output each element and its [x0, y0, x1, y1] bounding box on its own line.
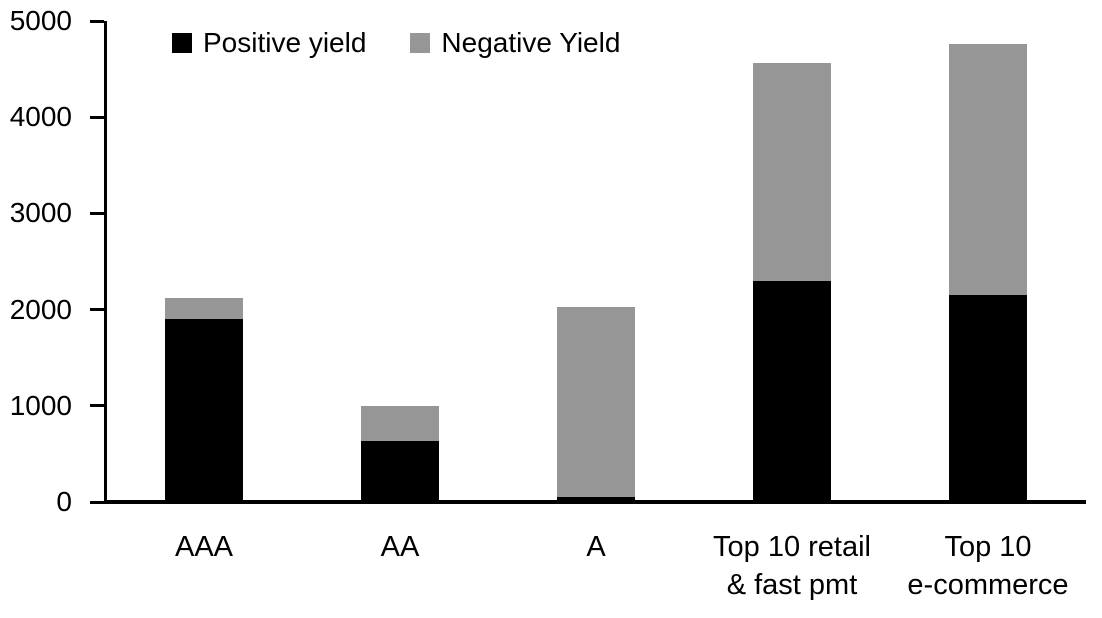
legend-swatch-positive-yield — [172, 33, 192, 53]
bar-segment-positive-1 — [165, 319, 243, 502]
x-category-label: AAA — [174, 531, 234, 563]
legend-swatch-negative-yield — [410, 33, 431, 53]
bar-segment-negative-4 — [753, 63, 831, 281]
y-axis-line — [104, 21, 107, 504]
y-tick-label: 2000 — [9, 294, 72, 325]
y-tick — [90, 501, 104, 504]
bar-segment-positive-5 — [949, 295, 1027, 502]
legend-label-positive-yield: Positive yield — [203, 27, 367, 58]
bar-segment-negative-3 — [557, 306, 635, 498]
x-category-label: Top 10 retail & fast pmt — [713, 531, 871, 601]
legend-label-negative-yield: Negative Yield — [441, 27, 621, 58]
bar-segment-positive-2 — [361, 441, 439, 502]
bar-segment-negative-1 — [165, 298, 243, 320]
y-tick — [90, 404, 104, 407]
bar-segment-positive-4 — [753, 280, 831, 502]
legend-item-negative-yield: Negative Yield — [410, 27, 621, 58]
x-category-label: AA — [380, 531, 420, 563]
x-category-label: Top 10 e-commerce — [907, 531, 1069, 601]
chart-legend: Positive yield Negative Yield — [172, 27, 621, 58]
y-tick-label: 4000 — [9, 101, 72, 132]
y-tick — [90, 20, 104, 23]
x-category-label: A — [586, 531, 606, 563]
y-tick — [90, 308, 104, 311]
y-tick-label: 1000 — [9, 390, 72, 421]
bar-segment-negative-2 — [361, 405, 439, 442]
y-tick — [90, 116, 104, 119]
y-tick-label: 0 — [56, 486, 72, 517]
bar-segment-positive-3 — [557, 497, 635, 502]
y-tick-label: 3000 — [9, 197, 72, 228]
legend-item-positive-yield: Positive yield — [172, 27, 367, 58]
bar-segment-negative-5 — [949, 44, 1027, 296]
y-tick — [90, 212, 104, 215]
y-tick-label: 5000 — [9, 5, 72, 36]
x-axis-line — [104, 500, 1086, 504]
